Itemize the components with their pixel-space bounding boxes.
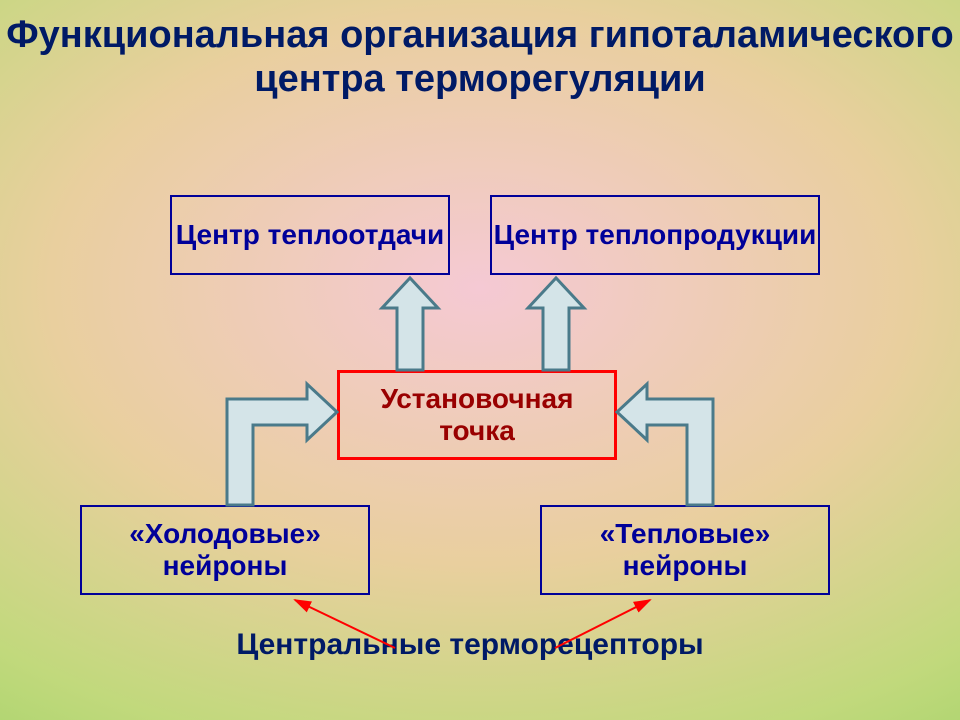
- diagram-title: Функциональная организация гипоталамичес…: [0, 14, 960, 101]
- box-warm-neurons: «Тепловые» нейроны: [540, 505, 830, 595]
- cold-to-setpoint: [227, 384, 337, 505]
- box-cold-neurons: «Холодовые» нейроны: [80, 505, 370, 595]
- box-setpoint: Установочная точка: [337, 370, 617, 460]
- setpoint-to-heatprod: [528, 278, 584, 370]
- arrows-layer: [0, 0, 960, 720]
- box-heat-production-center: Центр теплопродукции: [490, 195, 820, 275]
- box-heat-loss-center: Центр теплоотдачи: [170, 195, 450, 275]
- setpoint-to-heatloss: [382, 278, 438, 370]
- warm-to-setpoint: [617, 384, 713, 505]
- label-central-thermoreceptors: Центральные терморецепторы: [225, 628, 715, 661]
